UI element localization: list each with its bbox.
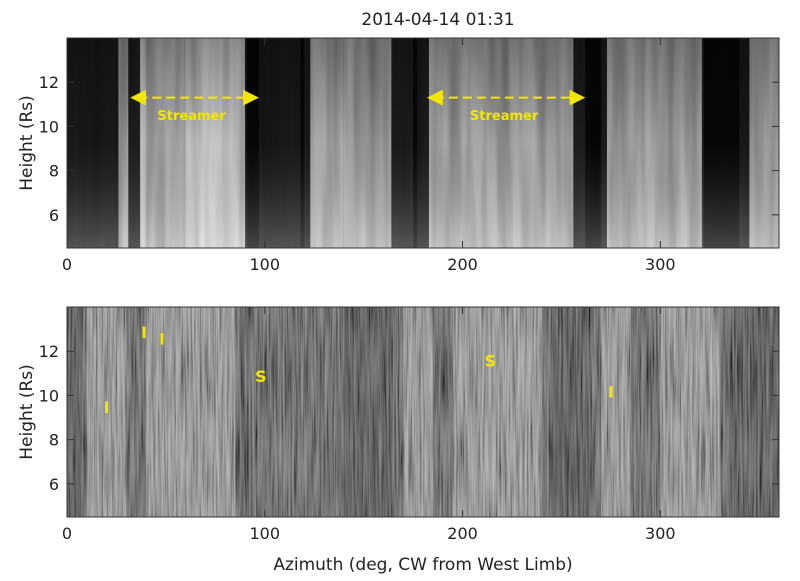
feature-label: I [159,330,165,349]
y-tick-label: 8 [49,162,59,181]
feature-label: I [141,323,147,342]
x-tick-label: 300 [645,524,676,543]
x-tick-label: 100 [250,255,281,274]
top-plot-frame [66,37,780,249]
y-tick-label: 12 [39,342,59,361]
bottom-x-axis-label: Azimuth (deg, CW from West Limb) [273,555,572,575]
streamer-label: Streamer [470,109,539,124]
top-x-ticks: 0 100 200 300 [62,38,676,274]
bottom-plot-frame [66,306,780,518]
bottom-x-ticks: 0 100 200 300 [62,307,676,543]
bottom-heatmap-streaks [67,307,779,517]
x-tick-label: 200 [447,255,478,274]
y-tick-label: 10 [39,386,59,405]
x-tick-label: 0 [62,255,72,274]
bottom-y-axis-label: Height (Rs) [17,364,37,460]
x-tick-label: 200 [447,524,478,543]
top-annotations: Streamer Streamer [130,89,586,124]
top-heatmap-fade [67,38,779,248]
y-tick-label: 8 [49,431,59,450]
streamer-label: Streamer [157,109,226,124]
bottom-y-ticks: 6 8 10 12 [39,342,779,494]
top-y-ticks: 6 8 10 12 [39,73,779,225]
x-tick-label: 100 [250,524,281,543]
y-tick-label: 6 [49,475,59,494]
y-tick-label: 10 [39,117,59,136]
y-tick-label: 6 [49,206,59,225]
x-tick-label: 300 [645,255,676,274]
top-y-axis-label: Height (Rs) [17,95,37,191]
top-panel: Streamer Streamer 0 100 200 300 6 8 10 12 Heigh… [17,37,780,274]
feature-label: I [608,383,614,402]
feature-label: S [484,352,496,371]
chart-title: 2014-04-14 01:31 [361,10,514,30]
x-tick-label: 0 [62,524,72,543]
y-tick-label: 12 [39,73,59,92]
feature-label: S [255,367,267,386]
feature-label: I [104,398,110,417]
